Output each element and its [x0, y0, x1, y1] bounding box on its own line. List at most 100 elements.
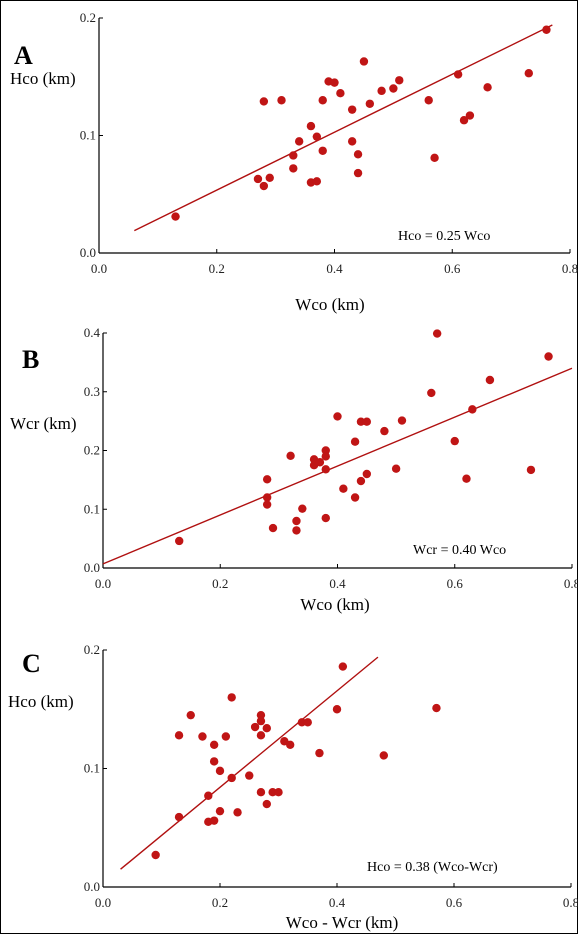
data-point	[389, 84, 398, 93]
data-point	[253, 174, 263, 184]
data-point	[298, 504, 307, 513]
y-tick-label: 0.0	[84, 879, 100, 894]
panel-b-label: B	[22, 345, 39, 374]
data-point	[359, 57, 369, 66]
data-point	[353, 168, 363, 178]
data-point	[336, 89, 345, 98]
data-point	[292, 526, 301, 535]
data-point	[462, 474, 471, 483]
panel-c-equation: Hco = 0.38 (Wco-Wcr)	[367, 860, 498, 875]
data-point	[424, 96, 433, 105]
data-point	[380, 426, 389, 436]
x-tick-label: 0.8	[562, 261, 578, 276]
data-point	[306, 121, 316, 131]
data-point	[174, 812, 184, 822]
data-point	[151, 850, 160, 860]
data-point	[356, 476, 366, 486]
data-point	[265, 173, 274, 182]
data-point	[330, 78, 339, 87]
x-tick-label: 0.0	[95, 576, 111, 591]
panel-a-plot: 0.0 0.2 0.4 0.6 0.8 0.0 0.1 0.2	[80, 10, 578, 276]
data-point	[256, 716, 266, 726]
data-point	[292, 516, 301, 526]
y-tick-label: 0.2	[84, 443, 100, 458]
data-point	[542, 25, 551, 34]
x-tick-label: 0.2	[212, 895, 228, 910]
panel-a-xlabel: Wco (km)	[295, 295, 364, 314]
data-point	[209, 740, 219, 749]
data-point	[227, 773, 236, 783]
data-point	[262, 724, 271, 733]
data-point	[289, 151, 298, 160]
data-point	[353, 150, 363, 159]
panel-c-ylabel: Hco (km)	[8, 692, 74, 711]
data-point	[483, 83, 492, 92]
data-point	[297, 718, 307, 727]
data-point	[186, 710, 195, 720]
panel-b-xlabel: Wco (km)	[300, 595, 369, 614]
data-point	[221, 732, 231, 741]
data-point	[215, 806, 225, 816]
data-point	[468, 405, 477, 414]
data-point	[427, 388, 436, 398]
panel-c-label: C	[22, 649, 41, 678]
data-point	[175, 536, 184, 546]
data-point	[204, 791, 213, 800]
x-tick-label: 0.0	[91, 261, 107, 276]
data-point	[259, 181, 269, 191]
data-point	[485, 375, 495, 385]
data-point	[321, 446, 330, 455]
data-point	[209, 757, 219, 766]
data-point	[432, 703, 441, 713]
x-tick-label: 0.8	[563, 895, 578, 910]
data-point	[174, 731, 184, 740]
data-point	[362, 469, 372, 479]
data-point	[256, 788, 266, 797]
panel-a-label: A	[14, 41, 33, 70]
data-point	[526, 465, 536, 475]
fit-line	[120, 656, 379, 870]
data-point	[171, 212, 180, 221]
fit-line	[102, 367, 573, 565]
data-point	[450, 436, 459, 446]
data-point	[453, 70, 463, 79]
data-point	[338, 662, 348, 671]
data-point	[268, 523, 278, 533]
data-point	[321, 513, 330, 523]
panel-b: B Wcr (km) Wco (km) Wcr = 0.40 Wco 0.0 0.…	[10, 325, 578, 614]
x-tick-label: 0.2	[209, 261, 225, 276]
data-point	[318, 146, 327, 155]
data-point	[262, 493, 272, 502]
x-tick-label: 0.6	[447, 576, 464, 591]
data-point	[379, 751, 388, 760]
data-point	[259, 97, 269, 106]
y-tick-label: 0.3	[84, 384, 100, 399]
data-point	[233, 808, 242, 817]
y-tick-label: 0.2	[84, 642, 100, 657]
x-tick-label: 0.4	[326, 261, 343, 276]
data-point	[209, 816, 219, 825]
panel-a-equation: Hco = 0.25 Wco	[398, 229, 490, 244]
data-point	[315, 748, 324, 758]
data-point	[250, 722, 260, 732]
data-point	[350, 493, 360, 502]
data-point	[315, 458, 325, 467]
y-tick-label: 0.1	[84, 761, 100, 776]
data-point	[262, 500, 272, 509]
data-point	[432, 329, 442, 338]
data-point	[395, 76, 404, 85]
data-point	[377, 86, 386, 96]
data-point	[286, 451, 295, 460]
data-point	[289, 164, 298, 173]
data-point	[356, 417, 366, 426]
data-point	[332, 705, 342, 714]
x-tick-label: 0.6	[444, 261, 461, 276]
y-tick-label: 0.4	[84, 325, 101, 340]
y-tick-label: 0.2	[80, 10, 96, 25]
x-tick-label: 0.4	[329, 576, 346, 591]
panel-b-equation: Wcr = 0.40 Wco	[413, 543, 506, 558]
data-point	[274, 788, 283, 797]
data-point	[312, 132, 322, 141]
data-point	[268, 788, 277, 797]
y-tick-label: 0.1	[80, 128, 96, 143]
